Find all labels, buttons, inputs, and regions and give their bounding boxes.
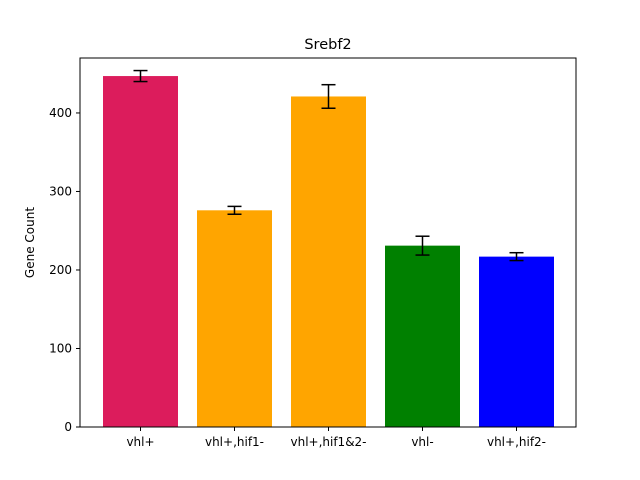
y-tick-label-0: 0 xyxy=(64,420,72,434)
error-bars-group xyxy=(133,69,524,262)
y-tick-label-4: 400 xyxy=(49,106,72,120)
x-tick-label-3: vhl- xyxy=(411,435,433,449)
error-bar-3 xyxy=(415,235,430,256)
x-tick-label-2: vhl+,hif1&2- xyxy=(290,435,366,449)
bar-1 xyxy=(197,210,272,427)
y-tick-label-2: 200 xyxy=(49,263,72,277)
error-bar-4 xyxy=(509,251,524,262)
x-axis: vhl+ vhl+,hif1- vhl+,hif1&2- vhl-vhl+,hif2- xyxy=(126,427,546,449)
bar-4 xyxy=(479,256,554,427)
x-tick-label-1: vhl+,hif1- xyxy=(205,435,264,449)
error-bar-2 xyxy=(321,83,336,109)
error-bar-0 xyxy=(133,69,148,83)
chart-title: Srebf2 xyxy=(304,37,351,53)
y-axis-label: Gene Count xyxy=(23,207,37,278)
error-bar-1 xyxy=(227,205,242,215)
bars-group xyxy=(103,76,554,428)
bar-2 xyxy=(291,96,366,427)
y-axis: 0 100 200 300 400 xyxy=(49,106,80,434)
x-tick-label-4: vhl+,hif2- xyxy=(487,435,546,449)
y-tick-label-1: 100 xyxy=(49,341,72,355)
y-tick-label-3: 300 xyxy=(49,184,72,198)
x-tick-label-0: vhl+ xyxy=(126,435,154,449)
bar-0 xyxy=(103,76,178,428)
bar-3 xyxy=(385,245,460,427)
